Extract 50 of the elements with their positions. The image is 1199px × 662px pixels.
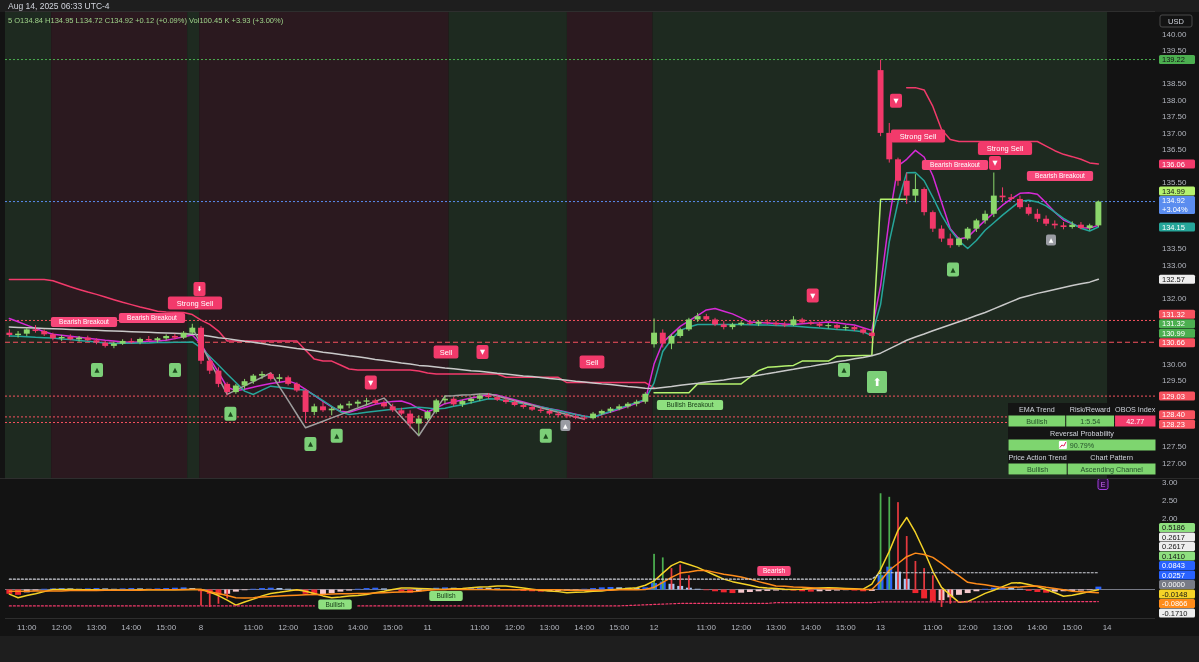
x-tick-label: 11 [423,622,433,632]
x-tick-label: 11:00 [696,622,717,632]
y-tick-label: 132.00 [1162,293,1188,303]
x-tick-label: 14:00 [121,622,142,632]
x-tick-label: 12:00 [731,622,752,632]
x-tick-label: 12:00 [504,622,526,632]
x-tick-label: 12:00 [51,622,73,632]
x-tick-label: 11:00 [470,622,491,632]
x-tick-label: 12:00 [957,622,979,632]
y-tick-label: 135.50 [1162,178,1188,188]
x-tick-label: 13:00 [539,622,561,632]
y-tick-label: 127.00 [1162,458,1188,468]
x-tick-label: 13:00 [992,622,1014,632]
y-tick-label: 133.00 [1162,260,1188,270]
y-tick-label: 136.50 [1162,145,1188,155]
y-tick-label: 139.50 [1162,46,1188,56]
annotation: ⬆ [872,375,882,389]
y-tick-label: 137.00 [1162,128,1188,138]
y-tick-label: 2.00 [1162,514,1179,524]
y-tick-label: 127.50 [1162,442,1188,452]
x-tick-label: 15:00 [156,622,177,632]
chart-title: Aug 14, 2025 06:33 UTC-4 [8,0,110,11]
y-tick-label: 138.00 [1162,95,1188,105]
x-tick-label: 11:00 [243,622,264,632]
x-tick-label: 15:00 [609,622,630,632]
x-tick-label: 12 [649,622,660,632]
x-tick-label: 13:00 [86,622,108,632]
x-tick-label: 14:00 [1027,622,1048,632]
x-tick-label: 13:00 [312,622,334,632]
x-tick-label: 15:00 [835,622,857,632]
x-tick-label: 15:00 [382,622,404,632]
x-tick-label: 14:00 [347,622,369,632]
x-tick-label: 14 [1102,622,1113,632]
y-tick-label: 137.50 [1162,112,1188,122]
y-tick-label: 2.50 [1162,496,1179,506]
x-tick-label: 13 [876,622,886,632]
x-tick-label: 11:00 [923,622,944,632]
y-tick-label: 130.00 [1162,359,1188,369]
y-tick-label: 133.50 [1162,244,1188,254]
x-tick-label: 8 [198,622,204,632]
x-tick-label: 11:00 [17,622,38,632]
y-tick-label: 140.00 [1162,29,1188,39]
x-tick-label: 13:00 [766,622,787,632]
x-tick-label: 14:00 [574,622,595,632]
y-tick-label: 138.50 [1162,79,1188,89]
y-tick-label: 129.50 [1162,376,1188,386]
y-tick-label: 3.00 [1162,478,1179,488]
x-tick-label: 15:00 [1062,622,1083,632]
x-tick-label: 12:00 [278,622,299,632]
x-tick-label: 14:00 [800,622,822,632]
